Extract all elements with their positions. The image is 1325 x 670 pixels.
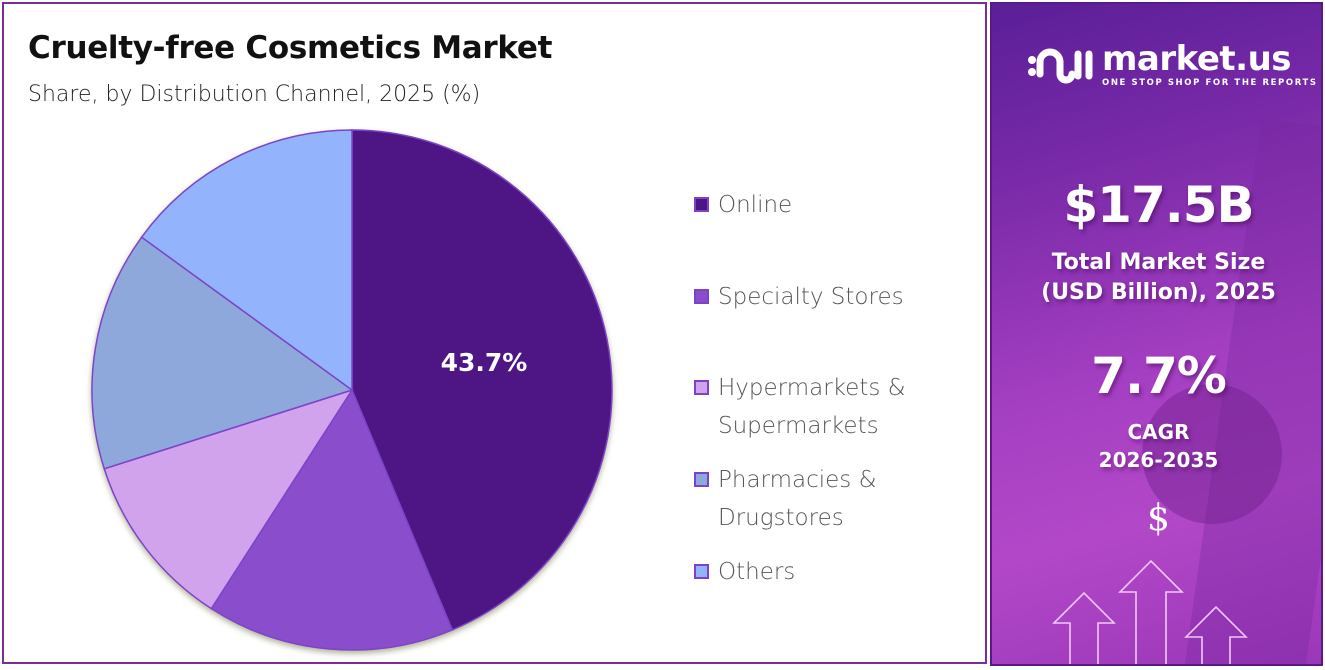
pie-slice-pharmacies — [91, 236, 354, 470]
legend-swatch-pharmacies — [694, 472, 709, 487]
pie-svg: 43.7% — [91, 129, 613, 651]
logo-name: market.us — [1102, 39, 1292, 79]
chart-subtitle: Share, by Distribution Channel, 2025 (%) — [28, 82, 481, 107]
market-us-logo: market.us ONE STOP SHOP FOR THE REPORTS — [1026, 40, 1318, 90]
legend-label-pharmacies: Pharmacies & Drugstores — [718, 467, 877, 531]
pie-chart: 43.7% — [88, 126, 616, 654]
logo-mark-icon — [1028, 48, 1093, 84]
legend-item-online: Online — [694, 190, 954, 224]
legend-item-pharmacies: Pharmacies & Drugstores — [694, 465, 954, 537]
pie-slice-others — [140, 129, 353, 392]
legend-swatch-specialty-stores — [694, 289, 709, 304]
pie-slice-hypermarkets — [103, 388, 354, 610]
pie-slice-specialty-stores — [210, 388, 454, 651]
growth-arrows-icon — [1052, 559, 1248, 664]
pie-slice-online — [351, 129, 613, 631]
legend-label-specialty-stores: Specialty Stores — [718, 284, 904, 310]
legend-item-hypermarkets: Hypermarkets & Supermarkets — [694, 373, 954, 445]
legend-label-hypermarkets: Hypermarkets & Supermarkets — [718, 375, 906, 439]
market-size-label: Total Market Size (USD Billion), 2025 — [1041, 250, 1276, 305]
legend-label-online: Online — [718, 192, 793, 218]
summary-panel: market.us ONE STOP SHOP FOR THE REPORTS … — [990, 2, 1323, 666]
legend-swatch-online — [694, 197, 709, 212]
chart-card: Cruelty-free Cosmetics Market Share, by … — [2, 2, 987, 664]
legend-item-others: Others — [694, 557, 954, 591]
logo-tagline: ONE STOP SHOP FOR THE REPORTS — [1102, 78, 1318, 88]
cagr-label: CAGR 2026-2035 — [1098, 420, 1219, 472]
legend-swatch-others — [694, 564, 709, 579]
legend-swatch-hypermarkets — [694, 380, 709, 395]
online-share-label: 43.7% — [441, 348, 528, 377]
legend-item-specialty-stores: Specialty Stores — [694, 282, 954, 316]
background-decoration-cup — [1142, 384, 1282, 524]
dollar-icon: $ — [1147, 498, 1170, 539]
market-size-value: $17.5B — [1063, 176, 1254, 234]
cagr-value: 7.7% — [1091, 347, 1227, 405]
legend-label-others: Others — [718, 559, 796, 585]
chart-title: Cruelty-free Cosmetics Market — [28, 30, 553, 66]
